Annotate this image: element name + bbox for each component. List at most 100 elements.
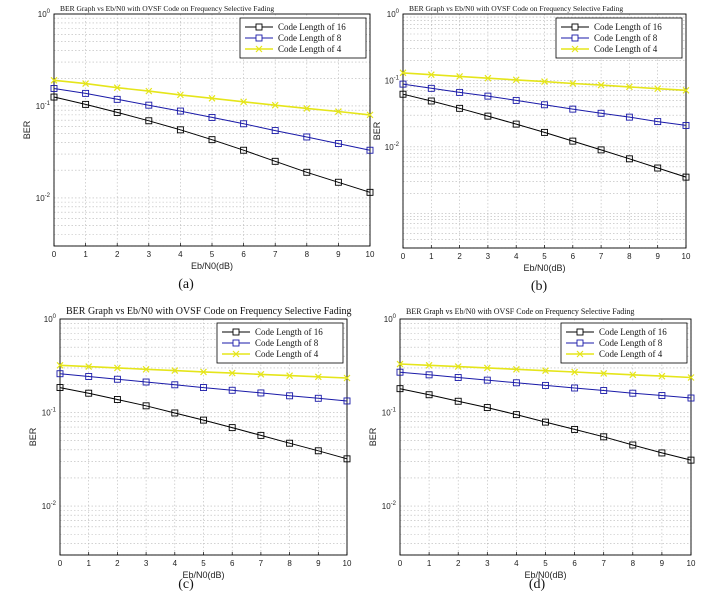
y-axis-label: BER: [22, 120, 32, 139]
data-point: [687, 394, 695, 402]
series-1: [396, 385, 695, 464]
x-tick-label: 3: [144, 559, 149, 568]
data-point: [113, 95, 121, 103]
legend-label: Code Length of 4: [594, 44, 658, 54]
chart-title: BER Graph vs Eb/N0 with OVSF Code on Fre…: [60, 4, 274, 13]
data-point: [484, 112, 492, 120]
data-point: [303, 105, 311, 112]
legend-marker: [571, 23, 579, 31]
data-point: [145, 117, 153, 125]
legend-marker: [255, 34, 263, 42]
x-tick-label: 10: [682, 252, 691, 261]
x-tick-label: 4: [173, 559, 178, 568]
x-tick-label: 7: [259, 559, 264, 568]
data-point: [687, 374, 695, 381]
series-line: [59, 387, 348, 460]
data-point: [228, 386, 236, 394]
data-point: [456, 88, 464, 96]
x-tick-label: 4: [514, 559, 519, 568]
chart-title: BER Graph vs Eb/N0 with OVSF Code on Fre…: [406, 307, 634, 316]
data-point: [541, 128, 548, 136]
panel-caption: (a): [178, 277, 194, 292]
data-point: [85, 373, 93, 380]
data-point: [654, 85, 662, 93]
data-point: [171, 409, 179, 417]
y-tick-label: 100: [384, 314, 397, 324]
chart-title: BER Graph vs Eb/N0 with OVSF Code on Fre…: [66, 306, 352, 317]
x-axis-label: Eb/N0(dB): [524, 570, 566, 580]
x-tick-label: 5: [543, 559, 548, 568]
data-point: [625, 113, 633, 121]
data-point: [425, 391, 433, 399]
data-point: [512, 365, 520, 373]
data-point: [427, 97, 435, 105]
data-point: [512, 120, 520, 128]
series-3: [399, 69, 690, 94]
data-point: [542, 367, 549, 375]
data-point: [145, 101, 153, 109]
legend-marker: [232, 328, 240, 336]
data-point: [50, 85, 58, 92]
series-1: [399, 90, 690, 181]
legend-marker: [576, 339, 584, 347]
data-point: [625, 155, 633, 163]
data-point: [512, 96, 520, 104]
data-point: [366, 188, 374, 196]
data-point: [629, 389, 637, 397]
data-point: [50, 93, 58, 101]
data-point: [171, 367, 179, 374]
legend-label: Code Length of 8: [599, 338, 663, 348]
legend-label: Code Length of 4: [599, 349, 663, 359]
data-point: [208, 136, 216, 144]
series-line: [399, 371, 692, 399]
y-tick-label: 10-1: [36, 101, 51, 111]
chart-panel-b: 0 1 2 3 4 5 6 7 8 9 10 100 10-1 10-2 BER Graph vs Eb/N…: [372, 4, 691, 294]
legend-entry: Code Length of 16: [245, 22, 346, 32]
data-point: [314, 394, 322, 402]
y-tick-label: 10-1: [42, 408, 57, 418]
data-point: [687, 456, 695, 464]
legend-label: Code Length of 4: [255, 349, 319, 359]
data-point: [200, 368, 207, 376]
series-3: [50, 76, 374, 119]
data-point: [56, 370, 64, 378]
data-point: [271, 157, 279, 165]
data-point: [82, 89, 90, 97]
data-point: [82, 100, 90, 108]
data-point: [399, 90, 407, 98]
data-point: [569, 80, 577, 87]
data-point: [512, 411, 520, 419]
x-tick-label: 4: [178, 250, 183, 259]
data-point: [334, 108, 342, 115]
data-point: [176, 107, 184, 115]
data-point: [569, 105, 577, 113]
data-point: [427, 71, 435, 79]
data-point: [629, 441, 637, 449]
x-tick-label: 3: [486, 252, 491, 261]
x-tick-label: 0: [398, 559, 403, 568]
legend-marker: [232, 350, 240, 358]
x-tick-label: 9: [660, 559, 665, 568]
x-tick-label: 2: [456, 559, 461, 568]
data-point: [454, 374, 462, 381]
data-point: [425, 361, 433, 369]
legend-entry: Code Length of 4: [566, 349, 663, 359]
series-2: [396, 368, 695, 402]
data-point: [314, 373, 322, 381]
data-point: [682, 86, 690, 94]
panel-caption: (d): [529, 577, 546, 592]
data-point: [366, 111, 374, 119]
data-point: [145, 87, 153, 95]
data-point: [56, 361, 64, 369]
data-point: [142, 402, 150, 410]
data-point: [257, 431, 265, 439]
data-point: [343, 374, 351, 382]
data-point: [454, 397, 462, 405]
legend-entry: Code Length of 8: [245, 33, 342, 43]
data-point: [286, 392, 294, 400]
data-point: [142, 365, 150, 373]
data-point: [228, 369, 236, 377]
